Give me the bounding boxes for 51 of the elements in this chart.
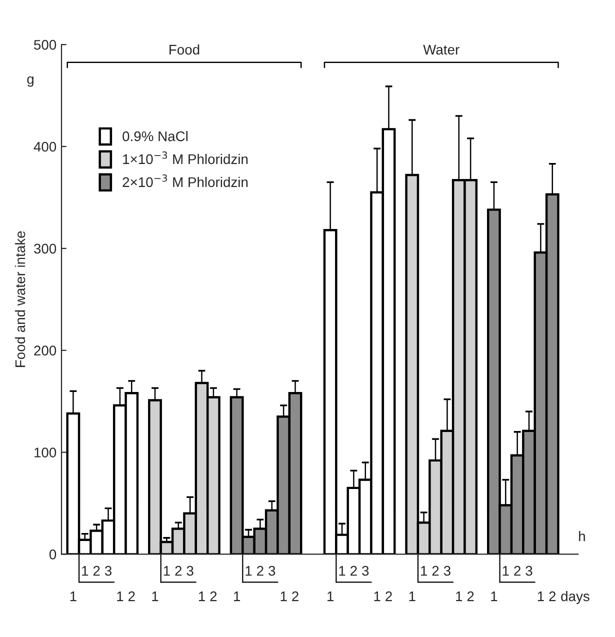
x-tick-label: 1	[117, 592, 124, 602]
y-tick-label: 100	[34, 448, 56, 458]
text: g	[27, 76, 34, 87]
x-tick-label: 2	[432, 566, 439, 576]
y-tick-label: 0	[49, 550, 56, 560]
x-tick-label: 3	[444, 566, 450, 576]
y-tick-label: 400	[34, 142, 56, 152]
x-tick-label: 2	[175, 566, 182, 576]
x-tick-label: 1	[421, 566, 428, 576]
x-tick-label: 3	[362, 566, 369, 576]
x-tick-label: 2	[549, 591, 556, 602]
x-tick-label: 1	[246, 566, 252, 576]
x-tick-label: 2	[128, 591, 135, 602]
text: days	[561, 591, 590, 604]
x-tick-label: 2	[257, 566, 264, 576]
x-tick-label: 1	[502, 566, 509, 576]
y-tick-label: 500	[34, 40, 56, 50]
annotation: Water	[423, 44, 460, 55]
x-tick-label: 1	[328, 592, 334, 602]
x-tick-label: 1	[164, 566, 170, 576]
y-axis-title: Food and water intake	[14, 231, 26, 367]
x-tick-label: 1	[198, 592, 205, 602]
x-tick-label: 1	[82, 566, 88, 576]
x-tick-label: 1	[409, 592, 416, 602]
x-tick-label: 2	[350, 566, 357, 576]
x-tick-label: 1	[70, 592, 76, 602]
text: h	[579, 531, 585, 542]
x-tick-label: 1	[152, 592, 158, 602]
x-tick-label: 3	[104, 566, 112, 576]
x-tick-label: 2	[210, 591, 217, 602]
x-tick-label: 2	[292, 591, 298, 602]
legend-label: 0.9% NaCl	[122, 131, 188, 142]
x-tick-label: 2	[93, 566, 100, 576]
x-tick-label: 2	[386, 591, 392, 602]
x-tick-label: 1	[538, 592, 544, 602]
x-tick-label: 3	[268, 566, 276, 576]
legend-label: 2×10$^{−3}$ M Phloridzin	[122, 174, 248, 188]
x-tick-label: 2	[467, 591, 474, 602]
x-tick-label: 1	[234, 592, 240, 602]
x-tick-label: 1	[456, 592, 462, 602]
x-tick-label: 1	[374, 592, 380, 602]
x-tick-label: 1	[491, 592, 498, 602]
x-tick-label: 3	[526, 566, 532, 576]
y-tick-label: 200	[34, 346, 56, 356]
x-tick-label: 2	[514, 566, 520, 576]
x-tick-label: 1	[280, 592, 287, 602]
x-tick-label: 1	[339, 566, 346, 576]
legend-label: 1×10$^{−3}$ M Phloridzin	[123, 151, 248, 164]
y-tick-label: 300	[34, 244, 56, 254]
annotation: Food	[170, 44, 200, 55]
x-tick-label: 3	[186, 566, 194, 576]
